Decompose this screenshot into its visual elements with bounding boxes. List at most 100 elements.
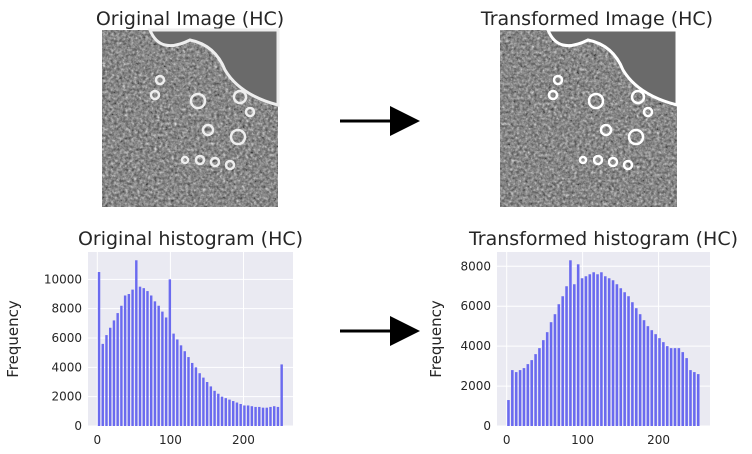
- y-tick-label: 2000: [51, 390, 82, 404]
- x-tick-label: 0: [503, 433, 511, 447]
- bar: [172, 333, 175, 426]
- bar: [615, 284, 619, 426]
- bar: [220, 396, 224, 426]
- bar: [150, 295, 153, 426]
- bar: [157, 305, 160, 426]
- bar: [164, 317, 168, 426]
- image-circles: [547, 74, 654, 171]
- bar: [646, 326, 650, 426]
- bar: [677, 348, 681, 426]
- bar: [658, 338, 661, 426]
- x-tick-label: 200: [232, 433, 255, 447]
- bar: [689, 370, 692, 426]
- original-image: [102, 28, 280, 207]
- bar: [176, 339, 179, 426]
- bar: [588, 274, 592, 426]
- image-region: [545, 28, 679, 107]
- bar: [183, 351, 186, 426]
- bar: [565, 286, 568, 426]
- bar: [592, 272, 595, 426]
- bar: [101, 343, 104, 426]
- bar: [662, 342, 665, 426]
- bar: [650, 330, 654, 426]
- bar: [269, 406, 272, 426]
- bar: [607, 278, 611, 426]
- bar: [685, 358, 688, 426]
- bar: [243, 405, 246, 426]
- bar: [97, 272, 101, 426]
- bar: [116, 313, 119, 426]
- y-tick-label: 4000: [460, 339, 491, 353]
- bar: [553, 314, 557, 426]
- bar: [254, 406, 257, 426]
- y-tick-label: 8000: [460, 259, 491, 273]
- bar: [265, 407, 268, 426]
- bar: [623, 292, 626, 426]
- bar: [235, 402, 239, 426]
- bar: [627, 296, 630, 426]
- bar: [696, 374, 700, 426]
- bar: [604, 276, 607, 426]
- bar: [511, 370, 514, 426]
- bar: [250, 406, 254, 426]
- chart-title: Original histogram (HC): [78, 228, 303, 250]
- bar: [123, 295, 127, 426]
- bar: [596, 274, 599, 426]
- bar: [273, 406, 276, 426]
- bar: [161, 311, 164, 426]
- bar: [665, 346, 669, 426]
- bar: [638, 314, 642, 426]
- bar: [545, 332, 549, 426]
- x-tick-label: 100: [159, 433, 182, 447]
- bar: [120, 305, 123, 426]
- bar: [522, 368, 526, 426]
- y-tick-label: 10000: [44, 272, 82, 286]
- bar: [576, 264, 580, 426]
- bar: [634, 308, 638, 426]
- y-axis-label: Frequency: [4, 300, 22, 378]
- bar: [518, 370, 522, 426]
- bar: [205, 382, 209, 426]
- bar: [232, 401, 235, 426]
- bar: [198, 373, 201, 426]
- chart-title: Transformed histogram (HC): [468, 228, 738, 250]
- y-tick-label: 8000: [51, 302, 82, 316]
- bar: [127, 294, 131, 426]
- bar: [693, 372, 696, 426]
- bar: [153, 301, 157, 426]
- bar: [669, 348, 673, 426]
- bar: [213, 390, 216, 426]
- bar: [179, 345, 183, 426]
- y-tick-label: 6000: [51, 331, 82, 345]
- bar: [507, 400, 510, 426]
- bar: [280, 364, 283, 426]
- y-tick-label: 0: [74, 419, 82, 433]
- bar: [131, 289, 134, 426]
- bar: [538, 348, 541, 426]
- y-tick-label: 6000: [460, 299, 491, 313]
- image-region: [147, 28, 280, 107]
- bar: [573, 284, 576, 426]
- transformed-image: [500, 28, 679, 207]
- bar: [239, 404, 242, 426]
- bar: [619, 288, 623, 426]
- bar: [600, 272, 603, 426]
- bar: [611, 280, 615, 426]
- x-tick-label: 0: [93, 433, 101, 447]
- bar: [142, 288, 145, 426]
- bar: [168, 279, 172, 426]
- bar: [549, 322, 553, 426]
- bar: [654, 334, 657, 426]
- bar: [561, 296, 564, 426]
- bar: [105, 335, 108, 426]
- bar: [557, 304, 561, 426]
- bar: [569, 260, 572, 426]
- bar: [580, 278, 584, 426]
- bar: [584, 276, 588, 426]
- bar: [187, 357, 190, 426]
- bar: [673, 348, 677, 426]
- y-tick-label: 2000: [460, 379, 491, 393]
- bar: [526, 364, 530, 426]
